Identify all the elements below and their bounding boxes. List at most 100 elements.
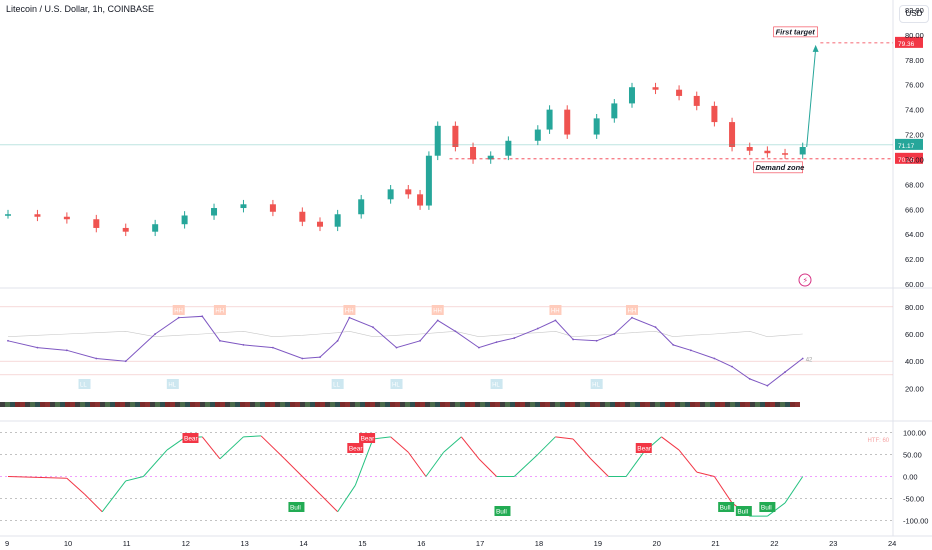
osc1-point <box>631 316 633 319</box>
osc1-strip-cell <box>190 402 195 407</box>
osc1-strip-cell <box>635 402 640 407</box>
currency-button[interactable]: USD <box>899 5 929 23</box>
osc1-point <box>672 343 675 346</box>
osc2-segment <box>37 476 67 479</box>
osc1-strip-cell <box>280 402 285 407</box>
osc1-strip-cell <box>380 402 385 407</box>
osc1-point <box>201 315 204 318</box>
osc1-strip-cell <box>780 402 785 407</box>
candle-body <box>799 147 806 155</box>
osc1-strip-cell <box>625 402 630 407</box>
osc1-strip-cell <box>435 402 440 407</box>
osc1-point <box>689 349 692 352</box>
candle-body <box>181 215 188 225</box>
osc1-strip-cell <box>180 402 185 407</box>
demand-zone-label-box <box>753 161 803 174</box>
osc2-segment <box>443 436 462 453</box>
osc1-point <box>301 357 304 360</box>
osc1-marker-box <box>166 379 179 389</box>
osc1-strip-cell <box>345 402 350 407</box>
osc1-strip-cell <box>460 402 465 407</box>
osc1-strip-cell <box>285 402 290 407</box>
osc1-strip-cell <box>100 402 105 407</box>
osc1-strip-cell <box>195 402 200 407</box>
osc1-point <box>713 357 716 360</box>
price-tick-label: 74.00 <box>905 106 924 115</box>
osc1-series-line <box>7 315 804 387</box>
osc2-segment <box>301 476 321 495</box>
osc2-segment <box>101 480 127 513</box>
osc1-marker: HH <box>174 309 183 315</box>
osc1-point <box>219 339 221 342</box>
osc1-point <box>495 341 498 344</box>
osc2-segment <box>260 435 286 460</box>
osc2-segment <box>425 451 445 477</box>
osc1-strip-cell <box>375 402 380 407</box>
osc1-strip-cell <box>320 402 325 407</box>
osc1-strip-cell <box>70 402 75 407</box>
osc1-point <box>419 339 421 342</box>
osc1-marker-box <box>213 305 226 315</box>
osc1-strip-cell <box>715 402 720 407</box>
osc1-strip-cell <box>20 402 25 407</box>
osc2-segment <box>7 476 38 478</box>
price-tick-label: 62.00 <box>905 255 924 264</box>
osc1-strip-cell <box>600 402 605 407</box>
candle-body <box>711 105 718 123</box>
osc1-strip-cell <box>65 402 70 407</box>
osc1-point <box>513 337 516 339</box>
osc1-marker-box <box>390 379 403 389</box>
osc2-segment <box>767 502 786 517</box>
osc1-strip-cell <box>790 402 795 407</box>
osc1-strip-cell <box>315 402 320 407</box>
osc1-strip-cell <box>260 402 265 407</box>
osc1-strip-cell <box>165 402 170 407</box>
osc1-marker: LL <box>333 383 340 389</box>
osc1-strip-cell <box>360 402 365 407</box>
osc2-signal-box <box>288 502 305 512</box>
osc1-strip-cell <box>400 402 405 407</box>
candle-body <box>358 199 365 215</box>
osc2-segment <box>219 436 244 460</box>
osc2-signal-box <box>718 502 735 512</box>
target-tag-bg <box>895 36 923 48</box>
osc1-strip-cell <box>150 402 155 407</box>
price-tick-label: 80.00 <box>905 31 924 40</box>
osc1-marker: HL <box>492 383 500 389</box>
osc1-tick-label: 80.00 <box>905 303 924 312</box>
time-tick-label: 14 <box>299 539 307 548</box>
price-tick-label: 78.00 <box>905 56 924 65</box>
candle-body <box>487 155 494 160</box>
osc1-strip-cell <box>665 402 670 407</box>
osc1-strip-cell <box>15 402 20 407</box>
osc1-strip-cell <box>425 402 430 407</box>
osc2-signal: Bull <box>496 509 507 516</box>
osc1-strip-cell <box>585 402 590 407</box>
osc2-segment <box>143 449 168 477</box>
osc2-segment <box>407 451 427 477</box>
osc1-marker: HH <box>215 309 224 315</box>
osc1-strip-cell <box>510 402 515 407</box>
osc1-strip-cell <box>125 402 130 407</box>
osc1-strip-cell <box>225 402 230 407</box>
osc1-strip-cell <box>325 402 330 407</box>
osc1-strip-cell <box>520 402 525 407</box>
time-tick-label: 21 <box>711 539 719 548</box>
osc1-strip-cell <box>500 402 505 407</box>
osc1-point <box>177 316 180 319</box>
osc1-strip-cell <box>785 402 790 407</box>
osc1-strip-cell <box>255 402 260 407</box>
osc1-point <box>242 343 245 346</box>
candle-body <box>425 155 432 206</box>
osc1-strip-cell <box>155 402 160 407</box>
osc2-segment <box>319 493 339 513</box>
osc1-strip-cell <box>775 402 780 407</box>
osc2-tick-label: 0.00 <box>903 473 918 482</box>
osc2-signal-box <box>182 433 199 443</box>
osc2-signal-box <box>635 443 652 453</box>
osc1-strip-cell <box>610 402 615 407</box>
osc1-marker: HL <box>592 383 600 389</box>
candle-body <box>505 140 512 156</box>
candle-body <box>405 189 412 195</box>
